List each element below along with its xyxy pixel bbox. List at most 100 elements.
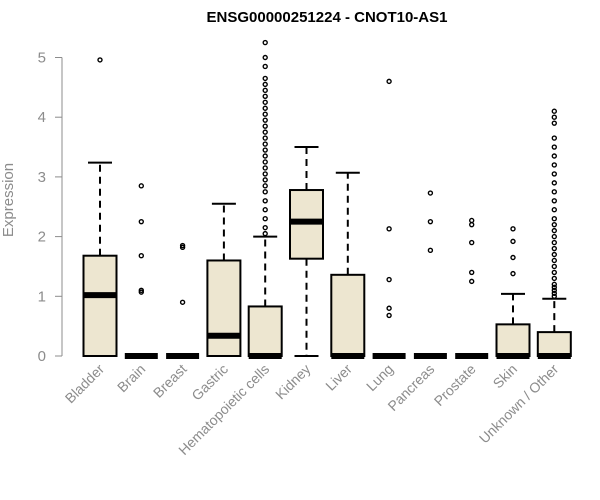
box-body — [247, 305, 283, 358]
outlier-point — [262, 153, 268, 159]
box-unknown-other — [536, 108, 572, 359]
outlier-point — [179, 299, 186, 305]
y-tick-label: 0 — [38, 348, 46, 365]
outlier-point — [551, 221, 557, 228]
outlier-point — [551, 290, 557, 297]
box-pancreas — [413, 190, 447, 359]
outlier-point — [262, 147, 268, 153]
outlier-point — [262, 39, 268, 46]
y-tick-label: 2 — [38, 229, 46, 246]
outlier-point — [262, 177, 268, 183]
box-body — [206, 259, 242, 358]
box-kidney — [289, 146, 324, 357]
outlier-point — [551, 120, 557, 126]
outlier-point — [386, 226, 392, 232]
x-tick-label: Bladder — [62, 361, 108, 407]
outlier-point — [510, 254, 516, 261]
x-tick-label: Skin — [490, 361, 521, 392]
y-tick-label: 1 — [38, 288, 46, 305]
box-skin — [495, 226, 531, 359]
outlier-point — [427, 190, 434, 196]
outlier-point — [138, 183, 145, 189]
outlier-point — [262, 171, 268, 177]
outlier-point — [262, 189, 268, 195]
outlier-point — [262, 165, 268, 171]
outlier-point — [262, 54, 268, 61]
outlier-point — [262, 117, 268, 123]
outlier-point — [510, 226, 516, 232]
outlier-point — [262, 224, 268, 231]
outlier-point — [386, 276, 392, 283]
outlier-point — [551, 233, 557, 240]
outlier-point — [262, 93, 268, 100]
box-lung — [372, 78, 406, 359]
outlier-point — [469, 239, 475, 246]
y-axis: 0 1 2 3 4 5 — [38, 50, 63, 365]
outlier-point — [551, 263, 557, 270]
outlier-point — [262, 207, 268, 213]
outlier-point — [469, 217, 475, 224]
outlier-point — [262, 230, 268, 237]
outlier-point — [551, 227, 557, 234]
outlier-point — [551, 275, 557, 282]
outlier-point — [551, 293, 557, 299]
outlier-point — [179, 244, 186, 251]
outlier-point — [427, 218, 434, 225]
outlier-point — [386, 312, 392, 319]
outlier-point — [262, 87, 268, 94]
outlier-point — [551, 162, 557, 168]
outlier-point — [551, 257, 557, 264]
outlier-point — [427, 247, 434, 254]
outlier-point — [262, 99, 268, 105]
outlier-point — [551, 245, 557, 252]
outlier-point — [138, 218, 145, 225]
y-tick-label: 5 — [38, 50, 46, 67]
outlier-point — [469, 269, 475, 276]
outlier-point — [262, 183, 268, 189]
x-tick-label: Breast — [150, 361, 190, 401]
outlier-point — [551, 215, 557, 222]
outlier-point — [510, 270, 516, 277]
outlier-point — [262, 135, 268, 141]
outlier-point — [262, 215, 268, 222]
box-body — [82, 254, 118, 357]
outlier-point — [551, 108, 557, 114]
box-prostate — [455, 217, 489, 359]
y-tick-label: 3 — [38, 169, 46, 186]
outlier-point — [262, 111, 268, 117]
outlier-point — [551, 287, 557, 294]
outlier-point — [262, 75, 268, 82]
box-brain — [124, 183, 158, 359]
outlier-point — [262, 123, 268, 129]
outlier-point — [551, 284, 557, 291]
outlier-point — [262, 63, 268, 70]
outlier-point — [386, 78, 392, 85]
box-body — [536, 331, 572, 357]
outlier-point — [138, 253, 145, 259]
outlier-point — [551, 239, 557, 246]
y-tick-label: 4 — [38, 109, 46, 126]
outlier-point — [386, 305, 392, 311]
outlier-point — [510, 238, 516, 245]
outlier-point — [262, 159, 268, 165]
outlier-point — [262, 129, 268, 135]
box-liver — [330, 171, 366, 359]
outlier-point — [262, 81, 268, 88]
outlier-point — [551, 251, 557, 258]
outlier-point — [551, 135, 557, 141]
x-tick-label: Brain — [114, 361, 148, 395]
x-tick-label: Prostate — [431, 361, 479, 409]
box-breast — [166, 242, 200, 359]
chart-title: ENSG00000251224 - CNOT10-AS1 — [207, 9, 448, 26]
boxes-group — [82, 39, 572, 359]
outlier-point — [262, 198, 268, 204]
outlier-point — [469, 221, 475, 228]
x-tick-label: Liver — [322, 361, 355, 394]
outlier-point — [262, 141, 268, 147]
outlier-point — [138, 289, 145, 295]
box-body — [330, 273, 366, 358]
outlier-point — [97, 57, 103, 63]
outlier-point — [262, 105, 268, 111]
